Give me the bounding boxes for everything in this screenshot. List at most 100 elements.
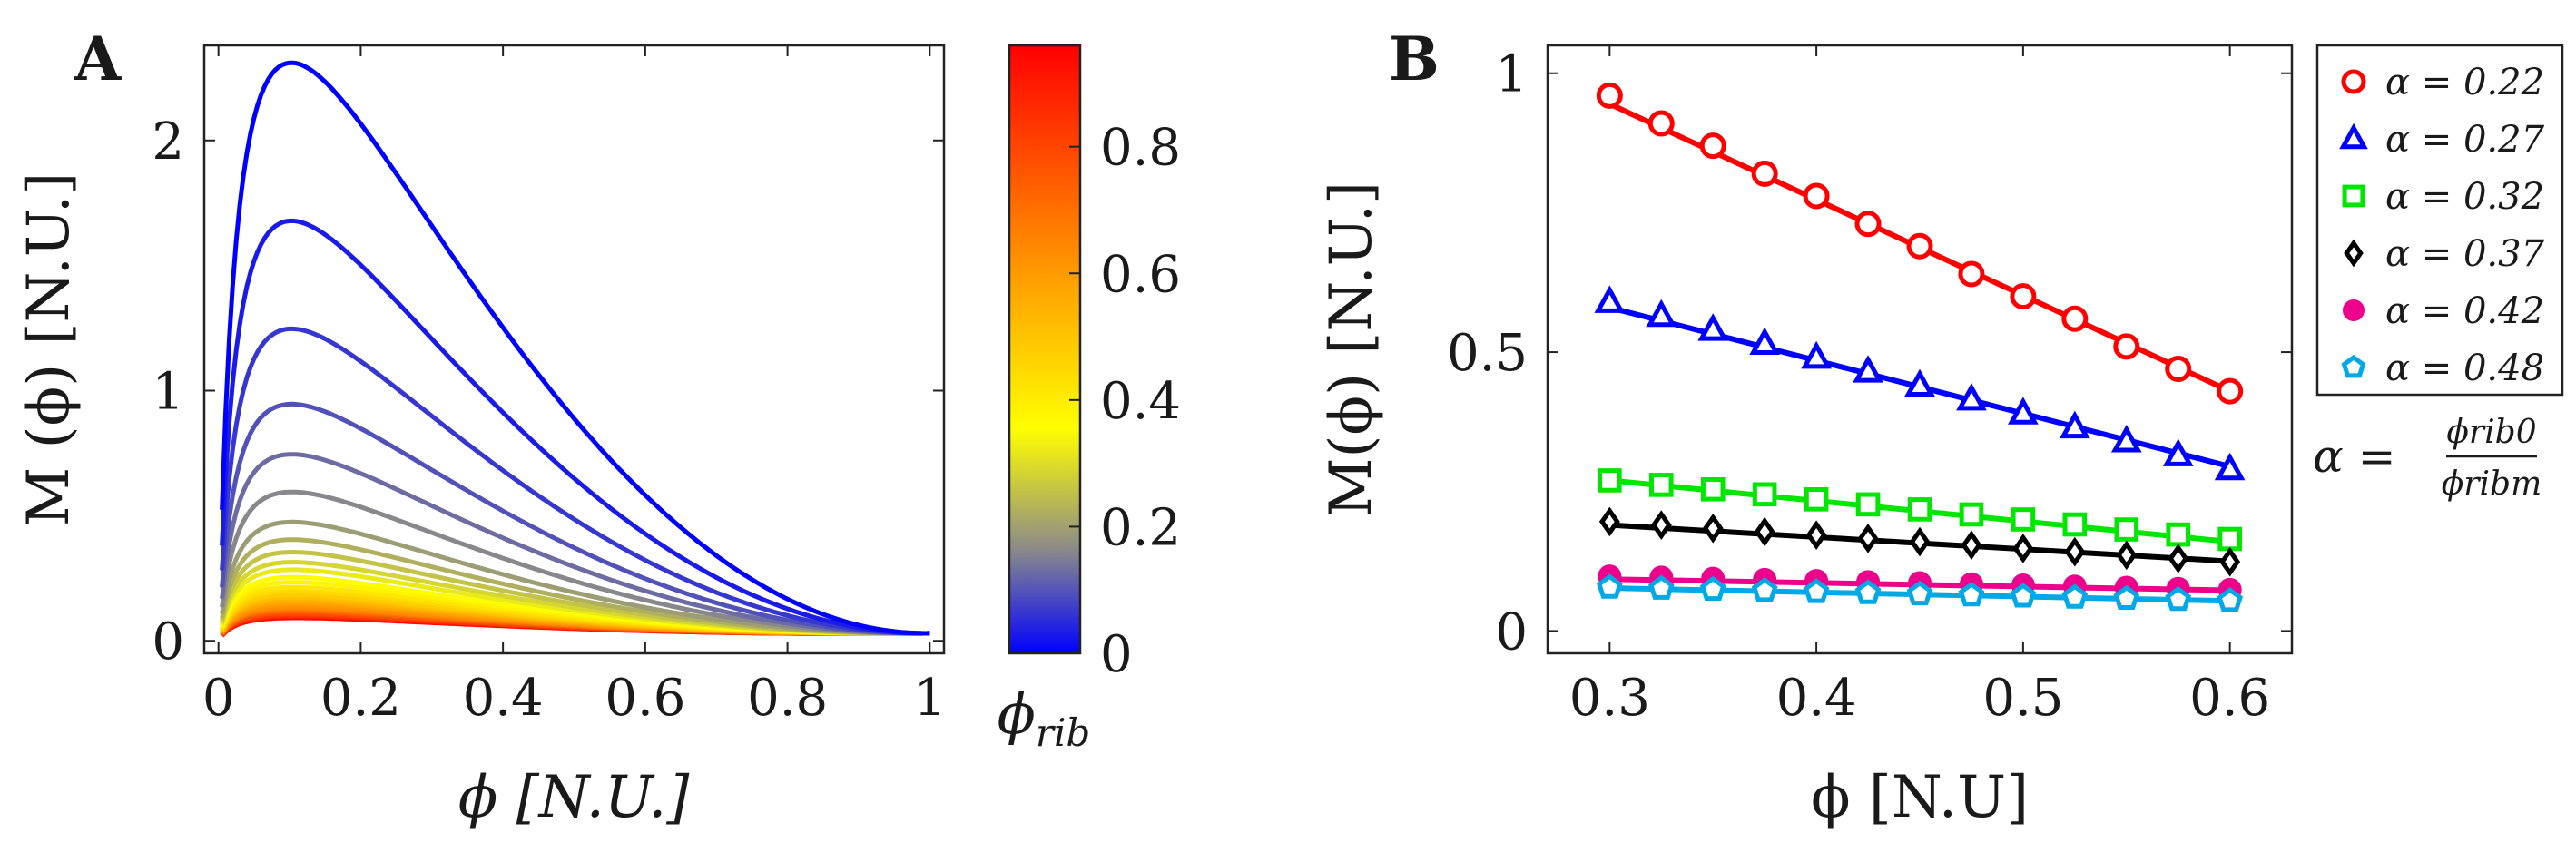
panel-a-frame — [202, 44, 946, 655]
marker-3-13 — [2217, 526, 2242, 552]
marker-4-4 — [1754, 516, 1775, 547]
marker-6-8 — [1958, 582, 1985, 607]
legend-marker-3 — [2342, 184, 2365, 208]
marker-3-6 — [1855, 492, 1881, 517]
a-x-tick-label: 0.4 — [463, 669, 544, 728]
marker-4-2 — [1650, 510, 1672, 540]
marker-3-10 — [2062, 512, 2088, 537]
marker-2-10 — [2059, 410, 2090, 439]
b-x-tick-label: 0.5 — [1982, 669, 2063, 728]
marker-3-11 — [2114, 517, 2139, 542]
legend-label-1: α = 0.22 — [2385, 62, 2544, 103]
marker-1-11 — [2113, 333, 2140, 360]
marker-2-6 — [1853, 355, 1883, 383]
marker-4-3 — [1702, 513, 1724, 544]
marker-6-4 — [1751, 577, 1778, 602]
marker-1-8 — [1958, 260, 1985, 288]
legend-label-4: α = 0.37 — [2385, 233, 2545, 275]
marker-6-6 — [1854, 579, 1882, 604]
a-x-tick-label: 0.2 — [320, 669, 401, 728]
marker-2-13 — [2214, 452, 2246, 481]
alpha-definition: α = ϕrib0 ϕribm — [2313, 414, 2542, 503]
marker-4-1 — [1598, 506, 1620, 537]
panel-b-y-ticks: 00.51 — [1447, 45, 2292, 661]
marker-1-9 — [2010, 283, 2037, 310]
a-y-tick-label: 1 — [152, 362, 184, 421]
marker-3-5 — [1804, 487, 1829, 512]
curve-4 — [220, 401, 930, 636]
colorbar-tick-label: 0 — [1100, 625, 1133, 684]
colorbar-ticks: 0 0.2 0.4 0.6 0.8 — [1069, 119, 1181, 684]
marker-4-9 — [2012, 534, 2034, 563]
panel-b-frame — [1546, 44, 2294, 655]
curve-2 — [220, 218, 930, 636]
alpha-definition-denominator: ϕribm — [2442, 465, 2542, 503]
marker-2-9 — [2008, 397, 2039, 425]
marker-1-3 — [1699, 132, 1726, 160]
b-y-tick-label: 0.5 — [1447, 324, 1528, 383]
legend-box — [2315, 44, 2564, 397]
marker-1-13 — [2217, 377, 2244, 405]
legend-marker-2 — [2339, 122, 2368, 150]
legend: α = 0.22 α = 0.27 α = 0.32 α = 0.37 α = 0.42… — [2339, 62, 2545, 389]
marker-6-3 — [1699, 575, 1726, 602]
b-x-tick-label: 0.6 — [2189, 669, 2270, 728]
marker-6-7 — [1906, 580, 1933, 606]
marker-1-4 — [1751, 160, 1778, 187]
marker-6-12 — [2165, 585, 2192, 612]
legend-marker-4 — [2344, 239, 2364, 268]
alpha-definition-lhs: α = — [2313, 430, 2396, 483]
b-x-tick-label: 0.3 — [1569, 669, 1650, 728]
marker-4-6 — [1857, 524, 1879, 553]
marker-2-4 — [1749, 327, 1781, 355]
marker-2-2 — [1646, 299, 1677, 328]
marker-2-8 — [1956, 382, 1987, 411]
panel-a: A 0 0.2 0.4 0.6 0.8 1 0 1 2 ϕ [N.U.] M (ϕ) [N.U… — [15, 24, 1181, 831]
panel-a-x-ticks: 0 0.2 0.4 0.6 0.8 1 — [202, 45, 946, 728]
marker-3-2 — [1648, 473, 1674, 497]
colorbar-tick-label: 0.8 — [1100, 119, 1181, 178]
marker-2-12 — [2162, 438, 2194, 466]
marker-4-12 — [2168, 544, 2189, 573]
marker-3-3 — [1700, 476, 1726, 502]
legend-label-6: α = 0.48 — [2385, 348, 2544, 389]
marker-1-1 — [1596, 82, 1623, 109]
marker-1-6 — [1854, 211, 1882, 238]
b-y-tick-label: 0 — [1495, 602, 1528, 661]
marker-4-5 — [1805, 520, 1827, 551]
marker-4-11 — [2116, 540, 2138, 571]
marker-2-7 — [1904, 368, 1935, 397]
marker-2-11 — [2110, 425, 2142, 453]
colorbar — [1008, 44, 1082, 655]
a-x-tick-label: 0.6 — [605, 669, 685, 728]
panel-a-y-axis-label: M (ϕ) [N.U.] — [15, 172, 83, 526]
marker-2-1 — [1594, 285, 1626, 313]
panel-a-x-axis-label: ϕ [N.U.] — [458, 764, 691, 831]
legend-label-2: α = 0.27 — [2385, 119, 2545, 161]
marker-2-3 — [1697, 313, 1729, 341]
b-x-tick-label: 0.4 — [1776, 669, 1857, 728]
marker-1-2 — [1647, 110, 1675, 137]
marker-3-7 — [1907, 497, 1932, 522]
a-y-tick-label: 2 — [152, 113, 184, 171]
marker-4-8 — [1961, 530, 1982, 561]
marker-3-4 — [1752, 482, 1777, 507]
marker-4-7 — [1909, 526, 1931, 557]
a-y-tick-label: 0 — [152, 612, 184, 671]
panel-b-y-axis-label: M(ϕ) [N.U.] — [1318, 181, 1385, 517]
a-x-tick-label: 1 — [914, 669, 947, 728]
marker-6-9 — [2010, 583, 2037, 608]
marker-1-10 — [2061, 305, 2089, 332]
marker-6-1 — [1596, 573, 1623, 599]
colorbar-tick-label: 0.2 — [1100, 498, 1181, 557]
colorbar-label: ϕrib — [998, 681, 1091, 755]
legend-label-3: α = 0.32 — [2385, 176, 2544, 218]
marker-3-1 — [1598, 468, 1622, 493]
panel-b-x-ticks: 0.3 0.4 0.5 0.6 — [1569, 45, 2270, 728]
panel-b-letter: B — [1389, 24, 1440, 94]
legend-marker-6 — [2341, 354, 2366, 378]
panel-b-x-axis-label: ϕ [N.U] — [1811, 764, 2029, 831]
marker-6-10 — [2061, 583, 2089, 609]
